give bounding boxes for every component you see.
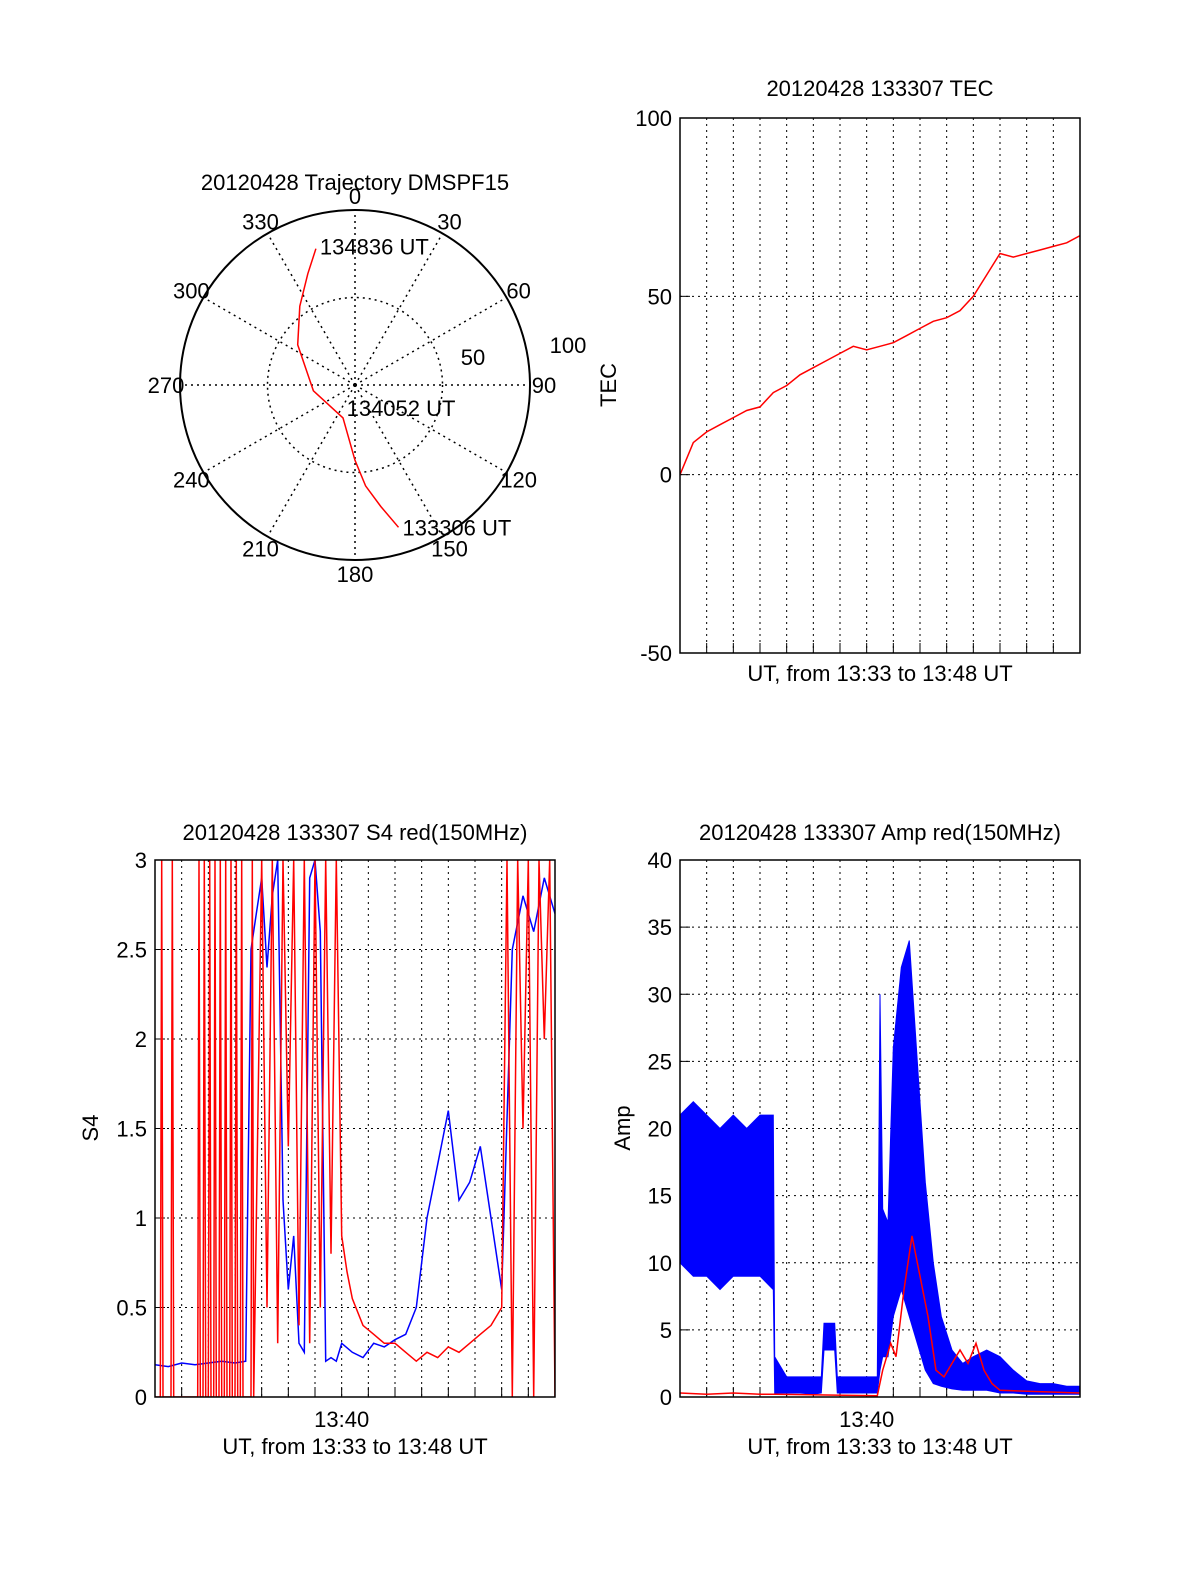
amp-title: 20120428 133307 Amp red(150MHz)	[699, 820, 1061, 845]
polar-spoke	[354, 296, 507, 386]
series-blue-line	[155, 860, 555, 1368]
polar-spoke	[354, 233, 444, 386]
polar-angle-label: 60	[506, 279, 530, 304]
y-tick-label: 1	[135, 1206, 147, 1231]
s4-plot-area: 0 0.5 1 1.5 2 2.5 3 13:40	[116, 848, 556, 1432]
y-tick-label: 0	[135, 1385, 147, 1410]
s4-xlabel: UT, from 13:33 to 13:48 UT	[222, 1434, 487, 1459]
series-red-line	[155, 860, 555, 1397]
polar-angle-label: 90	[532, 373, 556, 398]
plot-frame	[679, 859, 1081, 1398]
y-tick-label: 15	[648, 1184, 672, 1209]
polar-angle-label: 0	[349, 184, 361, 209]
y-tick-label: 30	[648, 982, 672, 1007]
polar-grid	[179, 209, 531, 561]
y-tick-label: 1.5	[116, 1117, 147, 1142]
amp-xlabel: UT, from 13:33 to 13:48 UT	[747, 1434, 1012, 1459]
x-tick-label: 13:40	[314, 1407, 369, 1432]
polar-spoke	[203, 296, 356, 386]
polar-angle-label: 30	[437, 209, 461, 234]
polar-angle-labels: 0 30 60 90 120 150 180 210 240 270 300 330 50 100	[148, 184, 587, 587]
series-blue-band	[680, 940, 1080, 1395]
plot-frame	[154, 859, 556, 1398]
polar-angle-label: 120	[500, 468, 537, 493]
s4-panel: 20120428 133307 S4 red(150MHz) 0 0.5 1 1.5 2…	[78, 820, 556, 1459]
amp-plot-area: 0 5 10 15 20 25 30 35 40 13:40	[648, 848, 1081, 1432]
tec-ylabel: TEC	[596, 363, 621, 407]
polar-angle-label: 300	[173, 279, 210, 304]
x-tick-label: 13:40	[839, 1407, 894, 1432]
trajectory-time-label: 134052 UT	[347, 396, 456, 421]
y-tick-label: 100	[635, 106, 672, 131]
polar-spoke	[354, 384, 507, 474]
y-tick-label: 0	[660, 463, 672, 488]
amp-panel: 20120428 133307 Amp red(150MHz) 0 5 10 15 20…	[610, 820, 1081, 1459]
y-tick-label: 0	[660, 1385, 672, 1410]
tec-title: 20120428 133307 TEC	[766, 76, 993, 101]
y-tick-label: 0.5	[116, 1296, 147, 1321]
y-tick-label: 10	[648, 1251, 672, 1276]
polar-spoke	[203, 384, 356, 474]
y-tick-label: 3	[135, 848, 147, 873]
y-tick-label: 50	[648, 284, 672, 309]
y-tick-label: 40	[648, 848, 672, 873]
tec-plot-area: -50 0 50 100	[635, 106, 1081, 666]
polar-inner-ring	[266, 296, 444, 474]
amp-ylabel: Amp	[610, 1105, 635, 1150]
plot-frame	[679, 117, 1081, 654]
s4-ylabel: S4	[78, 1115, 103, 1142]
polar-angle-label: 150	[431, 537, 468, 562]
polar-spoke	[354, 384, 444, 537]
y-tick-label: 35	[648, 915, 672, 940]
trajectory-title: 20120428 Trajectory DMSPF15	[201, 170, 509, 195]
series-group	[155, 860, 555, 1397]
s4-title: 20120428 133307 S4 red(150MHz)	[183, 820, 528, 845]
trajectory-panel: 20120428 Trajectory DMSPF15 0 30 60 90 120 15…	[148, 170, 587, 587]
series-group	[680, 940, 1080, 1397]
trajectory-time-label: 134836 UT	[320, 235, 429, 260]
polar-angle-label: 210	[242, 537, 279, 562]
trajectory-time-label: 133306 UT	[402, 515, 511, 540]
y-tick-label: 5	[660, 1318, 672, 1343]
y-tick-label: 25	[648, 1049, 672, 1074]
tec-panel: 20120428 133307 TEC -50 0 50 100 UT, from 1…	[596, 76, 1081, 686]
polar-radius-label: 50	[461, 345, 485, 370]
polar-radius-label: 100	[550, 333, 587, 358]
polar-spoke	[266, 233, 356, 386]
tec-xlabel: UT, from 13:33 to 13:48 UT	[747, 661, 1012, 686]
trajectory-line	[296, 248, 400, 528]
polar-angle-label: 270	[148, 373, 185, 398]
series-group	[680, 235, 1080, 475]
polar-angle-label: 180	[337, 562, 374, 587]
polar-angle-label: 330	[242, 209, 279, 234]
y-tick-label: -50	[640, 641, 672, 666]
y-tick-label: 20	[648, 1117, 672, 1142]
polar-angle-label: 240	[173, 468, 210, 493]
series-red-line	[680, 1235, 1080, 1397]
y-tick-label: 2	[135, 1027, 147, 1052]
trajectory-series: 134836 UT 134052 UT 133306 UT	[296, 235, 511, 540]
series-red-line	[680, 235, 1080, 475]
polar-spoke	[266, 384, 356, 537]
y-tick-label: 2.5	[116, 938, 147, 963]
